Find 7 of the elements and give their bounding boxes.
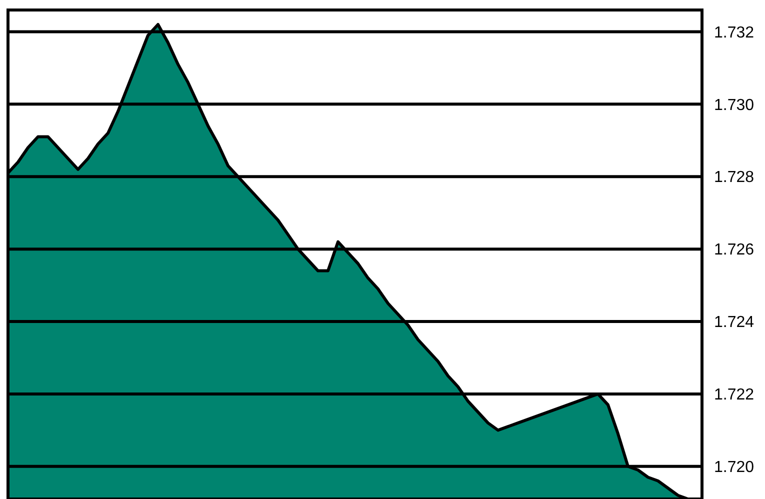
y-tick-label: 1.730: [714, 96, 754, 114]
y-tick-label: 1.720: [714, 459, 754, 476]
y-tick-label: 1.726: [714, 242, 754, 259]
y-tick-label: 1.724: [714, 314, 754, 332]
y-tick-label: 1.732: [714, 24, 754, 42]
y-tick-label: 1.722: [714, 386, 754, 404]
y-tick-label: 1.728: [714, 169, 754, 186]
